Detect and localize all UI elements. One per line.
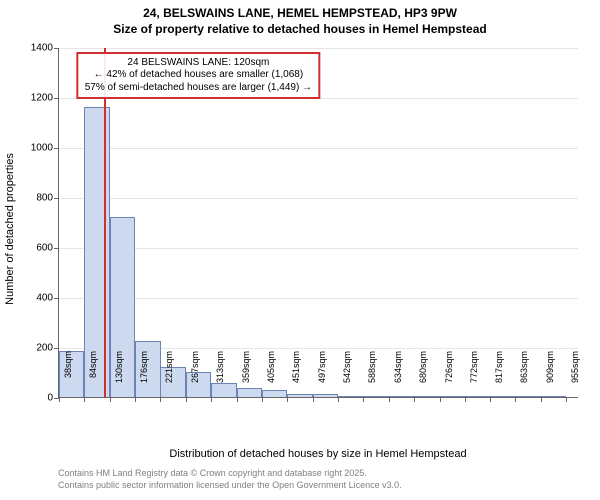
x-tick-mark (110, 397, 111, 402)
x-tick-mark (440, 397, 441, 402)
x-tick-label: 221sqm (164, 351, 174, 401)
annotation-line-1: 24 BELSWAINS LANE: 120sqm (85, 57, 312, 70)
x-tick-mark (490, 397, 491, 402)
footer-note: Contains HM Land Registry data © Crown c… (58, 468, 402, 491)
x-tick-mark (59, 397, 60, 402)
x-tick-label: 38sqm (63, 351, 73, 401)
y-tick-label: 200 (36, 343, 59, 354)
x-tick-mark (389, 397, 390, 402)
y-tick-label: 1200 (31, 93, 59, 104)
x-tick-mark (287, 397, 288, 402)
x-tick-label: 634sqm (393, 351, 403, 401)
y-gridline (59, 248, 578, 249)
y-tick-label: 1000 (31, 143, 59, 154)
x-tick-label: 313sqm (215, 351, 225, 401)
x-tick-mark (262, 397, 263, 402)
footer-line-2: Contains public sector information licen… (58, 480, 402, 492)
y-gridline (59, 48, 578, 49)
x-tick-mark (211, 397, 212, 402)
x-tick-label: 863sqm (519, 351, 529, 401)
y-tick-label: 0 (47, 393, 59, 404)
y-gridline (59, 198, 578, 199)
x-axis-label: Distribution of detached houses by size … (58, 448, 578, 460)
x-tick-mark (541, 397, 542, 402)
x-tick-label: 542sqm (342, 351, 352, 401)
x-tick-label: 359sqm (241, 351, 251, 401)
x-tick-mark (186, 397, 187, 402)
x-tick-label: 772sqm (469, 351, 479, 401)
x-tick-label: 130sqm (114, 351, 124, 401)
x-tick-mark (237, 397, 238, 402)
x-tick-mark (515, 397, 516, 402)
x-tick-mark (84, 397, 85, 402)
annotation-line-3: 57% of semi-detached houses are larger (… (85, 82, 312, 95)
x-tick-mark (160, 397, 161, 402)
x-tick-label: 451sqm (291, 351, 301, 401)
x-tick-mark (363, 397, 364, 402)
x-tick-mark (414, 397, 415, 402)
y-tick-label: 400 (36, 293, 59, 304)
annotation-line-2: ← 42% of detached houses are smaller (1,… (85, 69, 312, 82)
x-tick-label: 680sqm (418, 351, 428, 401)
x-tick-label: 267sqm (190, 351, 200, 401)
x-tick-label: 588sqm (367, 351, 377, 401)
x-tick-mark (313, 397, 314, 402)
x-tick-label: 497sqm (317, 351, 327, 401)
title-line-2: Size of property relative to detached ho… (0, 22, 600, 38)
footer-line-1: Contains HM Land Registry data © Crown c… (58, 468, 402, 480)
plot-area: 020040060080010001200140038sqm84sqm130sq… (58, 48, 578, 398)
x-tick-mark (338, 397, 339, 402)
x-tick-mark (135, 397, 136, 402)
y-axis-label: Number of detached properties (4, 54, 16, 404)
x-tick-label: 84sqm (88, 351, 98, 401)
x-tick-label: 176sqm (139, 351, 149, 401)
y-gridline (59, 298, 578, 299)
x-tick-label: 909sqm (545, 351, 555, 401)
x-tick-label: 405sqm (266, 351, 276, 401)
x-tick-label: 726sqm (444, 351, 454, 401)
x-tick-label: 955sqm (570, 351, 580, 401)
x-tick-mark (566, 397, 567, 402)
y-tick-label: 600 (36, 243, 59, 254)
subject-marker-line (104, 48, 106, 397)
title-line-1: 24, BELSWAINS LANE, HEMEL HEMPSTEAD, HP3… (0, 6, 600, 22)
y-tick-label: 1400 (31, 43, 59, 54)
chart-title: 24, BELSWAINS LANE, HEMEL HEMPSTEAD, HP3… (0, 0, 600, 37)
x-tick-label: 817sqm (494, 351, 504, 401)
y-tick-label: 800 (36, 193, 59, 204)
chart-container: 24, BELSWAINS LANE, HEMEL HEMPSTEAD, HP3… (0, 0, 600, 500)
y-gridline (59, 148, 578, 149)
x-tick-mark (465, 397, 466, 402)
annotation-box: 24 BELSWAINS LANE: 120sqm← 42% of detach… (77, 52, 320, 100)
